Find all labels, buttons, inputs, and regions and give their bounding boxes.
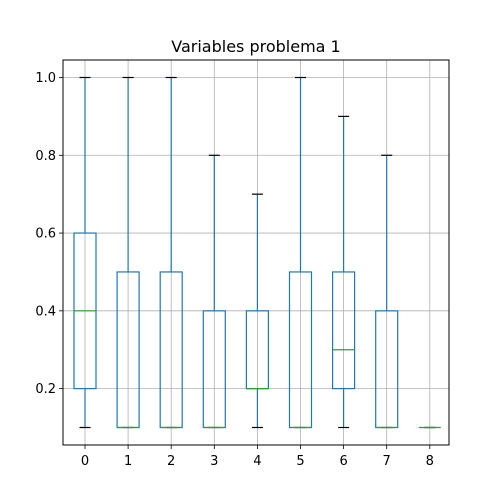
y-axis-ticks: 0.2 0.4 0.6 0.8 1.0 [35,71,63,397]
box-iqr [332,271,356,390]
y-tick-label: 1.0 [35,71,56,86]
chart-title: Variables problema 1 [171,37,340,56]
x-tick-label: 2 [167,454,175,469]
x-tick-label: 1 [124,454,132,469]
x-tick-label: 5 [296,454,304,469]
x-tick-label: 4 [253,454,261,469]
x-tick-label: 8 [426,454,434,469]
y-tick-label: 0.6 [35,227,56,242]
boxes [73,76,441,429]
plot-frame [62,59,450,446]
y-tick-label: 0.2 [35,382,56,397]
x-tick-label: 0 [81,454,89,469]
x-tick-label: 6 [339,454,347,469]
y-tick-label: 0.4 [35,304,56,319]
y-tick-label: 0.8 [35,149,56,164]
x-axis-ticks: 0 1 2 3 4 5 6 7 8 [81,445,434,469]
x-tick-label: 3 [210,454,218,469]
gridlines [63,60,449,445]
x-tick-label: 7 [383,454,391,469]
